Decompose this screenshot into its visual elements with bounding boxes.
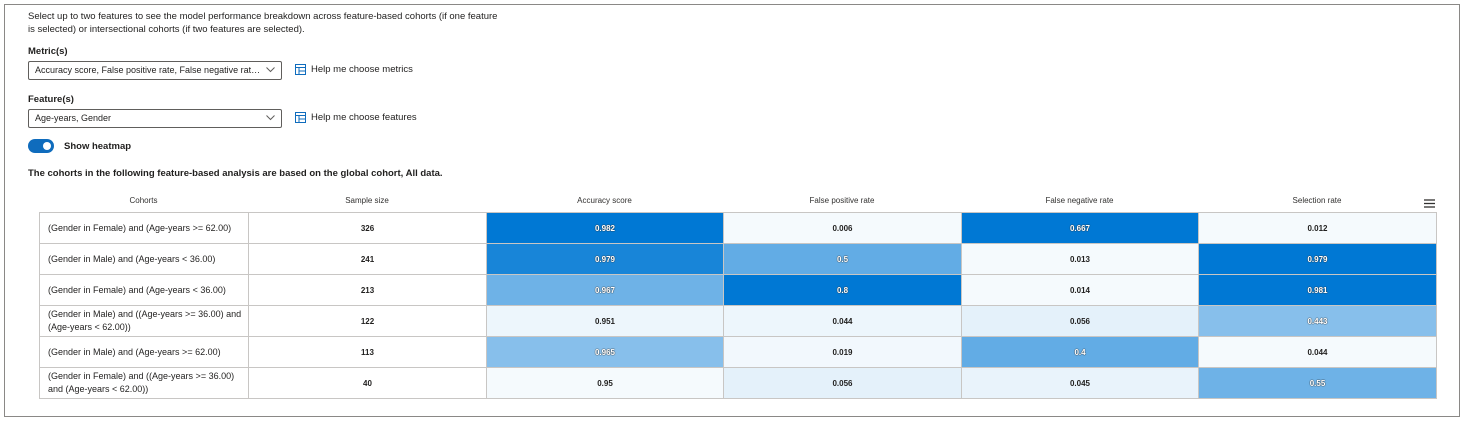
value-cell: 0.045 [961,367,1199,399]
value-cell: 122 [248,305,487,337]
features-label: Feature(s) [28,94,74,105]
value-cell: 0.951 [486,305,724,337]
toggle-knob [43,142,51,150]
value-cell: 0.006 [723,212,962,244]
header-cohorts: Cohorts [129,196,158,205]
table-row: (Gender in Male) and (Age-years >= 62.00… [39,336,1437,368]
value-cell: 0.019 [723,336,962,368]
cohort-cell: (Gender in Female) and (Age-years >= 62.… [39,212,249,244]
panel-frame [4,4,1460,417]
cohort-cell: (Gender in Male) and (Age-years < 36.00) [39,243,249,275]
value-cell: 0.443 [1198,305,1437,337]
header-false-negative-rate: False negative rate [1045,196,1114,205]
value-cell: 113 [248,336,487,368]
chevron-down-icon [266,115,275,121]
header-sample-size: Sample size [345,196,389,205]
table-help-icon [295,112,306,123]
value-cell: 0.979 [486,243,724,275]
table-row: (Gender in Male) and ((Age-years >= 36.0… [39,305,1437,337]
value-cell: 0.979 [1198,243,1437,275]
cohort-cell: (Gender in Male) and ((Age-years >= 36.0… [39,305,249,337]
value-cell: 0.95 [486,367,724,399]
value-cell: 0.967 [486,274,724,306]
help-choose-features-label: Help me choose features [311,112,417,123]
features-dropdown-value: Age-years, Gender [35,113,112,123]
value-cell: 0.981 [1198,274,1437,306]
features-dropdown[interactable]: Age-years, Gender [28,109,282,128]
value-cell: 0.8 [723,274,962,306]
metrics-dropdown-value: Accuracy score, False positive rate, Fal… [35,65,263,75]
cohort-cell: (Gender in Female) and ((Age-years >= 36… [39,367,249,399]
metrics-dropdown[interactable]: Accuracy score, False positive rate, Fal… [28,61,282,80]
table-row: (Gender in Male) and (Age-years < 36.00)… [39,243,1437,275]
cohort-cell: (Gender in Female) and (Age-years < 36.0… [39,274,249,306]
value-cell: 0.056 [723,367,962,399]
table-row: (Gender in Female) and (Age-years < 36.0… [39,274,1437,306]
help-choose-features-link[interactable]: Help me choose features [295,112,417,123]
value-cell: 326 [248,212,487,244]
value-cell: 0.013 [961,243,1199,275]
chevron-down-icon [266,67,275,73]
metrics-label: Metric(s) [28,46,68,57]
value-cell: 213 [248,274,487,306]
value-cell: 241 [248,243,487,275]
cohort-cell: (Gender in Male) and (Age-years >= 62.00… [39,336,249,368]
value-cell: 0.55 [1198,367,1437,399]
header-accuracy-score: Accuracy score [577,196,632,205]
value-cell: 0.014 [961,274,1199,306]
value-cell: 0.044 [723,305,962,337]
header-selection-rate: Selection rate [1292,196,1342,205]
value-cell: 0.982 [486,212,724,244]
value-cell: 0.012 [1198,212,1437,244]
help-choose-metrics-link[interactable]: Help me choose metrics [295,64,413,75]
value-cell: 0.5 [723,243,962,275]
value-cell: 0.965 [486,336,724,368]
value-cell: 0.056 [961,305,1199,337]
header-false-positive-rate: False positive rate [809,196,875,205]
table-row: (Gender in Female) and ((Age-years >= 36… [39,367,1437,399]
value-cell: 0.667 [961,212,1199,244]
menu-icon[interactable] [1424,199,1435,208]
cohort-note: The cohorts in the following feature-bas… [28,168,443,179]
value-cell: 40 [248,367,487,399]
heatmap-table: (Gender in Female) and (Age-years >= 62.… [39,212,1437,399]
value-cell: 0.044 [1198,336,1437,368]
table-help-icon [295,64,306,75]
show-heatmap-label: Show heatmap [64,141,132,152]
show-heatmap-toggle[interactable] [28,139,54,153]
description-text: Select up to two features to see the mod… [28,11,498,35]
table-row: (Gender in Female) and (Age-years >= 62.… [39,212,1437,244]
help-choose-metrics-label: Help me choose metrics [311,64,413,75]
value-cell: 0.4 [961,336,1199,368]
